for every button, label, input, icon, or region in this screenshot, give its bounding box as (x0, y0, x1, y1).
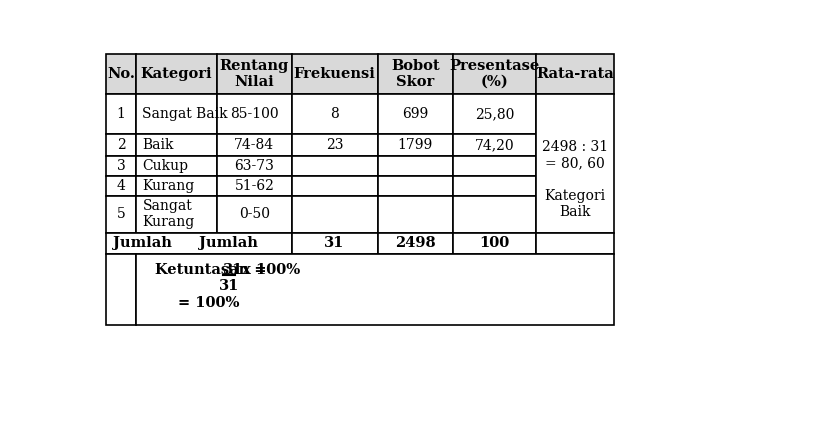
Bar (136, 156, 217, 176)
Text: Rentang
Nilai: Rentang Nilai (219, 59, 288, 89)
Text: Sangat
Kurang: Sangat Kurang (142, 199, 194, 229)
Text: 25,80: 25,80 (474, 107, 514, 121)
Bar (136, 254, 613, 325)
Bar (217, 176, 292, 195)
Bar (136, 176, 217, 195)
Bar (136, 94, 217, 134)
Text: 1: 1 (116, 107, 125, 121)
Bar (292, 54, 378, 94)
Bar (106, 176, 136, 195)
Bar (452, 156, 535, 176)
Text: 51-62: 51-62 (234, 179, 274, 192)
Text: No.: No. (107, 67, 135, 81)
Text: Kategori
Baik: Kategori Baik (544, 189, 604, 219)
Text: 63-73: 63-73 (234, 159, 274, 173)
Bar (217, 195, 292, 233)
Bar (106, 94, 136, 134)
Bar (136, 54, 217, 94)
Bar (292, 176, 378, 195)
Bar (452, 176, 535, 195)
Bar (217, 94, 292, 134)
Bar (378, 94, 452, 134)
Text: Presentase
(%): Presentase (%) (449, 59, 539, 89)
Bar (217, 156, 292, 176)
Bar (217, 134, 292, 156)
Bar (292, 94, 378, 134)
Text: = 100%: = 100% (179, 296, 240, 310)
Text: 100: 100 (478, 237, 509, 251)
Text: 2498 : 31
= 80, 60: 2498 : 31 = 80, 60 (541, 140, 607, 170)
Bar (535, 233, 613, 254)
Text: Rata-rata: Rata-rata (536, 67, 613, 81)
Bar (452, 54, 535, 94)
Bar (378, 156, 452, 176)
Bar (535, 54, 613, 94)
Bar (292, 156, 378, 176)
Bar (136, 134, 217, 156)
Text: 74-84: 74-84 (234, 138, 274, 152)
Text: Ketuntasan =: Ketuntasan = (155, 262, 271, 276)
Text: 0-50: 0-50 (238, 207, 269, 221)
Text: 85-100: 85-100 (230, 107, 278, 121)
Bar (452, 195, 535, 233)
Text: Jumlah: Jumlah (112, 237, 171, 251)
Text: Kategori: Kategori (141, 67, 212, 81)
Text: 1799: 1799 (397, 138, 432, 152)
Bar (292, 195, 378, 233)
Bar (452, 94, 535, 134)
Text: 31: 31 (223, 262, 243, 276)
Bar (378, 134, 452, 156)
Text: Kurang: Kurang (142, 179, 194, 192)
Bar (106, 254, 136, 325)
Text: 8: 8 (330, 107, 338, 121)
Bar (378, 176, 452, 195)
Bar (292, 233, 378, 254)
Text: 31: 31 (324, 237, 344, 251)
Text: Baik: Baik (142, 138, 174, 152)
Bar (378, 195, 452, 233)
Bar (378, 54, 452, 94)
Text: Frekuensi: Frekuensi (293, 67, 375, 81)
Text: Jumlah: Jumlah (199, 237, 257, 251)
Text: 4: 4 (116, 179, 125, 192)
Bar (136, 195, 217, 233)
Bar (452, 233, 535, 254)
Bar (292, 134, 378, 156)
Bar (106, 195, 136, 233)
Bar (378, 233, 452, 254)
Text: 5: 5 (116, 207, 125, 221)
Text: 31: 31 (219, 279, 239, 293)
Text: Bobot
Skor: Bobot Skor (391, 59, 439, 89)
Text: 2498: 2498 (395, 237, 435, 251)
Bar (106, 156, 136, 176)
Text: 74,20: 74,20 (474, 138, 514, 152)
Text: Sangat Baik: Sangat Baik (142, 107, 228, 121)
Text: 3: 3 (116, 159, 125, 173)
Text: Cukup: Cukup (142, 159, 188, 173)
Bar (217, 54, 292, 94)
Bar (452, 134, 535, 156)
Bar (106, 233, 292, 254)
Bar (535, 94, 613, 233)
Bar (106, 54, 136, 94)
Text: 23: 23 (325, 138, 343, 152)
Text: 699: 699 (401, 107, 428, 121)
Bar (106, 134, 136, 156)
Text: 2: 2 (116, 138, 125, 152)
Text: x 100%: x 100% (237, 262, 300, 276)
